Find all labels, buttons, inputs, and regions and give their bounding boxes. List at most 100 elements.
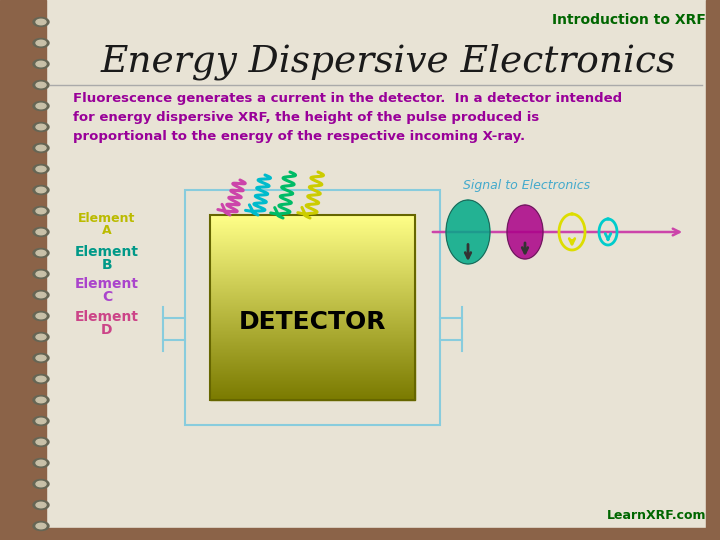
Bar: [210, 230, 415, 231]
Bar: [210, 333, 415, 334]
Ellipse shape: [36, 103, 46, 109]
Bar: [210, 296, 415, 298]
Bar: [210, 396, 415, 397]
Bar: [210, 391, 415, 392]
Bar: [210, 289, 415, 291]
Bar: [210, 313, 415, 314]
Bar: [210, 267, 415, 268]
Bar: [210, 265, 415, 266]
Ellipse shape: [33, 38, 49, 48]
Bar: [210, 310, 415, 312]
Bar: [210, 222, 415, 224]
Ellipse shape: [36, 187, 46, 193]
Bar: [210, 372, 415, 373]
Bar: [210, 316, 415, 317]
Bar: [210, 224, 415, 225]
Ellipse shape: [36, 124, 46, 130]
Bar: [210, 276, 415, 277]
Bar: [210, 388, 415, 389]
Bar: [210, 227, 415, 228]
Ellipse shape: [36, 40, 46, 46]
Ellipse shape: [33, 458, 49, 468]
Bar: [210, 345, 415, 346]
Bar: [210, 323, 415, 325]
Bar: [210, 348, 415, 349]
Ellipse shape: [36, 334, 46, 340]
Ellipse shape: [33, 354, 49, 362]
Ellipse shape: [36, 481, 46, 487]
Bar: [210, 332, 415, 333]
Bar: [210, 319, 415, 320]
Ellipse shape: [36, 355, 46, 361]
Bar: [210, 335, 415, 336]
Text: Element: Element: [75, 277, 139, 291]
Bar: [210, 256, 415, 257]
Bar: [210, 242, 415, 243]
Bar: [210, 326, 415, 327]
Ellipse shape: [33, 501, 49, 510]
Bar: [210, 254, 415, 255]
Bar: [210, 305, 415, 306]
Bar: [210, 288, 415, 289]
Bar: [210, 321, 415, 322]
Bar: [210, 301, 415, 302]
Bar: [210, 377, 415, 378]
Bar: [210, 355, 415, 356]
Ellipse shape: [33, 206, 49, 215]
Bar: [210, 366, 415, 367]
Bar: [210, 306, 415, 307]
Bar: [210, 379, 415, 380]
Bar: [210, 352, 415, 353]
Bar: [0, 0, 46, 540]
Bar: [210, 368, 415, 369]
Bar: [210, 330, 415, 331]
Ellipse shape: [36, 502, 46, 508]
Bar: [210, 314, 415, 315]
Bar: [210, 253, 415, 254]
Bar: [210, 246, 415, 247]
Ellipse shape: [36, 230, 46, 235]
Bar: [210, 303, 415, 304]
Bar: [210, 272, 415, 273]
Bar: [210, 354, 415, 355]
Ellipse shape: [36, 418, 46, 424]
Text: LearnXRF.com: LearnXRF.com: [606, 509, 706, 522]
Ellipse shape: [36, 439, 46, 445]
Bar: [210, 221, 415, 222]
Bar: [210, 322, 415, 323]
Text: A: A: [102, 225, 112, 238]
Bar: [210, 384, 415, 385]
Bar: [210, 217, 415, 218]
Bar: [210, 394, 415, 395]
Bar: [210, 255, 415, 256]
Bar: [210, 280, 415, 281]
Bar: [185, 190, 440, 425]
Bar: [210, 382, 415, 383]
Bar: [210, 325, 415, 326]
Bar: [210, 393, 415, 394]
Bar: [210, 373, 415, 374]
Bar: [210, 215, 415, 216]
Bar: [210, 282, 415, 283]
Bar: [210, 229, 415, 230]
Bar: [210, 360, 415, 361]
Bar: [210, 375, 415, 376]
Ellipse shape: [36, 82, 46, 87]
Ellipse shape: [36, 523, 46, 529]
Bar: [210, 275, 415, 276]
Bar: [210, 387, 415, 388]
Bar: [210, 381, 415, 382]
Bar: [210, 286, 415, 287]
Bar: [210, 308, 415, 309]
Bar: [210, 356, 415, 357]
Bar: [210, 262, 415, 264]
Bar: [210, 273, 415, 274]
Bar: [210, 231, 415, 232]
Bar: [210, 309, 415, 310]
Ellipse shape: [33, 165, 49, 173]
Bar: [210, 241, 415, 242]
Bar: [210, 341, 415, 342]
Ellipse shape: [33, 59, 49, 69]
Bar: [210, 342, 415, 343]
Text: Signal to Electronics: Signal to Electronics: [463, 179, 590, 192]
